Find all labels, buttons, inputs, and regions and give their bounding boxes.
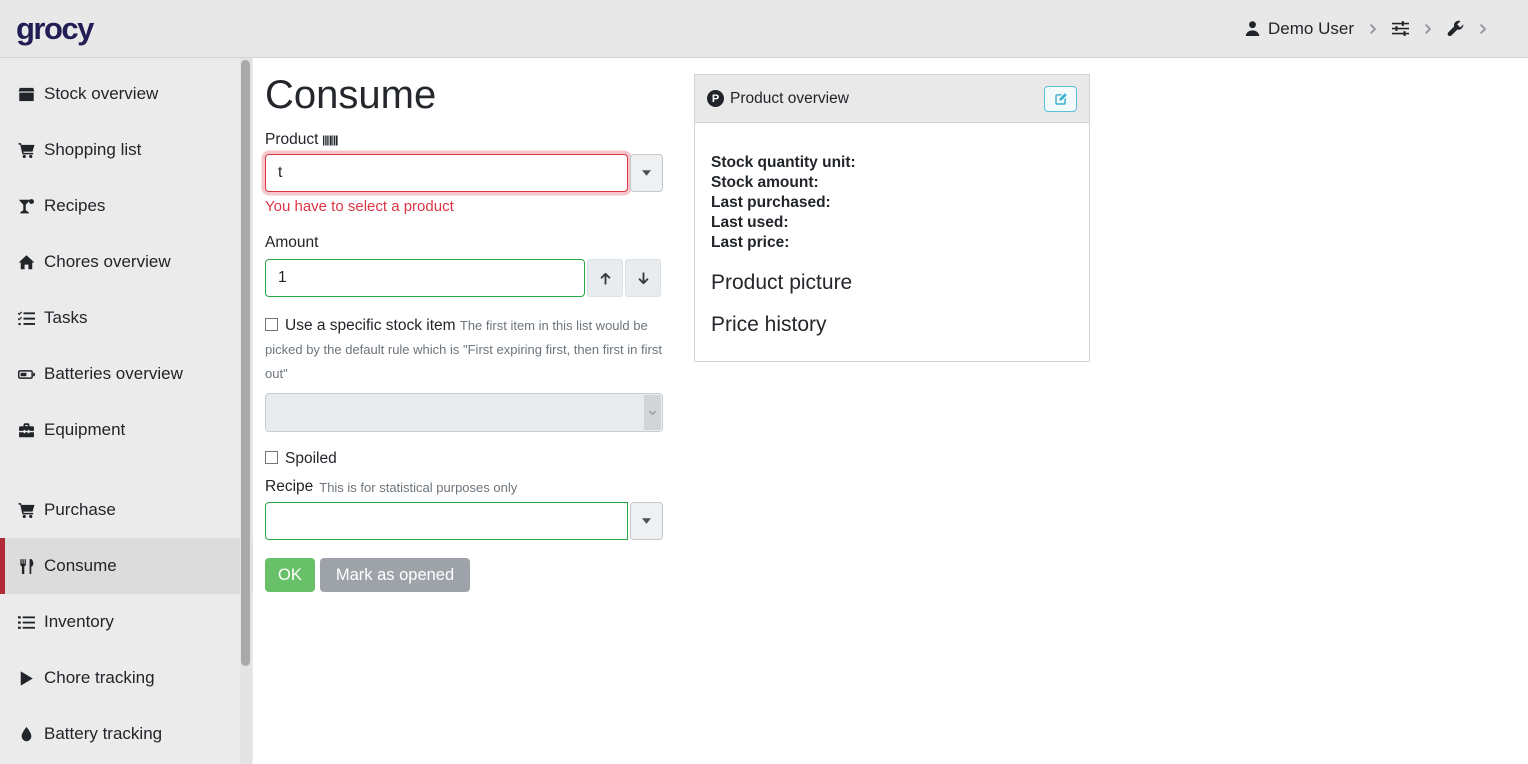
caret-down-icon	[642, 518, 651, 524]
product-overview-title: Product overview	[730, 89, 849, 107]
caret-down-icon	[642, 170, 651, 176]
amount-input[interactable]	[265, 259, 585, 298]
main-content: Consume Product You have to select a pro…	[253, 58, 1528, 764]
utensils-icon	[16, 558, 37, 575]
product-field-label: Last price:	[711, 234, 790, 251]
spoiled-row: Spoiled	[265, 450, 663, 468]
top-navbar: grocy Demo User	[0, 0, 1528, 58]
product-picture-heading: Product picture	[711, 271, 853, 294]
battery-icon	[16, 366, 37, 383]
navbar-right: Demo User	[1244, 19, 1502, 39]
product-error: You have to select a product	[265, 198, 454, 216]
specific-stock-checkbox[interactable]	[265, 318, 278, 332]
product-overview-header: P Product overview	[695, 75, 1089, 123]
product-overview-card: P Product overview Stock quantity unit: …	[694, 74, 1090, 362]
admin-menu[interactable]	[1447, 20, 1464, 37]
sidebar-item-batteries-overview[interactable]: Batteries overview	[0, 346, 253, 402]
grocy-logo[interactable]: grocy	[16, 10, 94, 46]
sliders-icon	[1392, 20, 1409, 37]
specific-stock-label: Use a specific stock item	[285, 317, 456, 335]
recipe-hint: This is for statistical purposes only	[319, 479, 518, 495]
wrench-icon	[1447, 20, 1464, 37]
product-field-label: Last used:	[711, 214, 789, 231]
cart-icon	[16, 142, 37, 159]
product-field-label: Stock amount:	[711, 174, 819, 191]
cocktail-icon	[16, 198, 37, 215]
chevron-down-icon	[646, 406, 659, 419]
barcode-icon	[323, 135, 339, 146]
amount-decrement-button[interactable]	[625, 259, 661, 298]
list-icon	[16, 614, 37, 631]
spoiled-label: Spoiled	[285, 450, 337, 468]
sidebar-scrollbar-thumb[interactable]	[241, 60, 250, 666]
sidebar-item-chore-tracking[interactable]: Chore tracking	[0, 650, 253, 706]
user-label: Demo User	[1268, 18, 1354, 38]
cart-icon	[16, 502, 37, 519]
sidebar-item-recipes[interactable]: Recipes	[0, 178, 253, 234]
sidebar: Stock overview Shopping list Recipes Cho…	[0, 58, 253, 764]
sidebar-item-tasks[interactable]: Tasks	[0, 290, 253, 346]
arrow-down-icon	[636, 271, 651, 286]
recipe-label: Recipe This is for statistical purposes …	[265, 478, 518, 496]
sidebar-item-purchase[interactable]: Purchase	[0, 482, 253, 538]
user-icon	[1244, 20, 1261, 37]
product-field-label: Last purchased:	[711, 194, 831, 211]
product-input[interactable]	[265, 154, 628, 193]
edit-product-button[interactable]	[1044, 86, 1077, 112]
select-scroll-strip	[644, 395, 661, 431]
toolbox-icon	[16, 422, 37, 439]
sidebar-item-battery-tracking[interactable]: Battery tracking	[0, 706, 253, 762]
sidebar-section-spacer	[0, 458, 253, 482]
sidebar-item-inventory[interactable]: Inventory	[0, 594, 253, 650]
play-icon	[16, 670, 37, 687]
price-history-heading: Price history	[711, 313, 827, 336]
home-icon	[16, 254, 37, 271]
chevron-right-icon	[1422, 23, 1434, 35]
edit-icon	[1054, 92, 1068, 106]
specific-stock-row: Use a specific stock item The first item…	[265, 314, 663, 386]
specific-stock-hint: The first item in this list would be pic…	[265, 318, 662, 382]
recipe-input[interactable]	[265, 502, 628, 541]
recipe-dropdown-button[interactable]	[630, 502, 663, 541]
sidebar-item-consume[interactable]: Consume	[0, 538, 253, 594]
stock-item-select	[265, 393, 663, 433]
product-overview-body: Stock quantity unit: Stock amount: Last …	[695, 123, 1089, 337]
product-circle-icon: P	[707, 90, 724, 107]
amount-increment-button[interactable]	[587, 259, 623, 298]
ok-button[interactable]: OK	[265, 558, 315, 593]
sidebar-item-equipment[interactable]: Equipment	[0, 402, 253, 458]
consume-form: Consume Product You have to select a pro…	[265, 58, 663, 593]
spoiled-checkbox[interactable]	[265, 451, 278, 465]
sidebar-item-stock-overview[interactable]: Stock overview	[0, 66, 253, 122]
user-menu[interactable]: Demo User	[1244, 19, 1354, 39]
amount-label: Amount	[265, 234, 319, 252]
mark-as-opened-button[interactable]: Mark as opened	[319, 558, 471, 593]
arrow-up-icon	[598, 271, 613, 286]
chevron-right-icon	[1477, 23, 1489, 35]
product-field-label: Stock quantity unit:	[711, 154, 856, 171]
droplet-icon	[16, 726, 37, 743]
box-icon	[16, 86, 37, 103]
product-label: Product	[265, 131, 663, 149]
page-title: Consume	[265, 73, 437, 117]
sidebar-item-shopping-list[interactable]: Shopping list	[0, 122, 253, 178]
chevron-right-icon	[1367, 23, 1379, 35]
sidebar-item-chores-overview[interactable]: Chores overview	[0, 234, 253, 290]
product-dropdown-button[interactable]	[630, 154, 663, 193]
tasks-icon	[16, 310, 37, 327]
settings-menu[interactable]	[1392, 20, 1409, 37]
